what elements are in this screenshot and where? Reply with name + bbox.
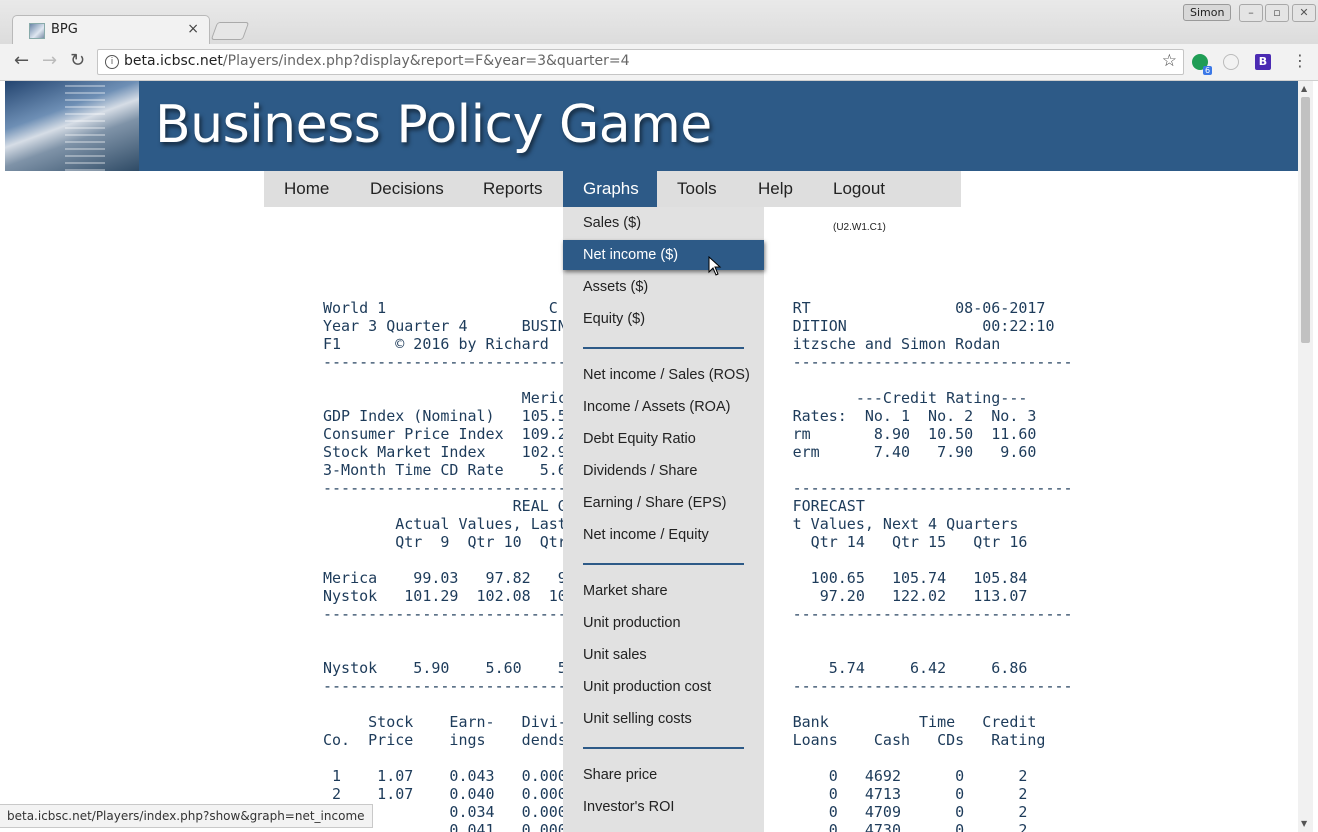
close-tab-icon[interactable]: × xyxy=(187,21,199,37)
site-title: Business Policy Game xyxy=(155,95,712,155)
bookmark-star-icon[interactable]: ☆ xyxy=(1161,51,1177,71)
graphs-menu-item[interactable]: Net income / Sales (ROS) xyxy=(583,367,750,383)
maximize-icon[interactable]: ▫ xyxy=(1265,4,1289,22)
url-path: /Players/index.php?display&report=F&year… xyxy=(222,53,630,69)
page-content: Business Policy Game Home Decisions Repo… xyxy=(5,81,1298,832)
graphs-menu-item[interactable]: Net income / Equity xyxy=(583,527,709,543)
status-bar-url: beta.icbsc.net/Players/index.php?show&gr… xyxy=(0,804,373,828)
menu-separator xyxy=(583,747,744,749)
graphs-menu-item[interactable]: Debt Equity Ratio xyxy=(583,431,696,447)
nav-graphs[interactable]: Graphs xyxy=(563,171,657,207)
menu-separator xyxy=(583,563,744,565)
nav-help[interactable]: Help xyxy=(758,179,793,198)
main-nav: Home Decisions Reports Graphs Tools Help… xyxy=(264,171,961,233)
profile-badge[interactable]: Simon xyxy=(1183,4,1232,21)
forward-icon[interactable]: → xyxy=(42,50,58,71)
extension-help-icon[interactable] xyxy=(1223,54,1239,70)
extension-b-icon[interactable]: B xyxy=(1255,54,1271,70)
browser-toolbar: ← → ↻ i beta.icbsc.net/Players/index.php… xyxy=(0,44,1318,81)
logout-user: (U2.W1.C1) xyxy=(833,222,886,233)
nav-reports[interactable]: Reports xyxy=(483,179,543,198)
new-tab-button[interactable] xyxy=(210,22,250,40)
graphs-menu-item[interactable]: Dividends / Share xyxy=(583,463,698,479)
scroll-thumb[interactable] xyxy=(1301,97,1310,343)
graphs-menu-item[interactable]: Unit production xyxy=(583,615,681,631)
nav-decisions[interactable]: Decisions xyxy=(370,179,444,198)
graphs-menu-item[interactable]: Income / Assets (ROA) xyxy=(583,399,731,415)
page-scrollbar[interactable]: ▲ ▼ xyxy=(1298,81,1313,832)
graphs-menu-item[interactable]: Market share xyxy=(583,583,668,599)
graphs-menu-item[interactable]: Net income ($) xyxy=(563,240,764,270)
browser-titlebar: BPG × Simon – ▫ ✕ xyxy=(0,0,1318,45)
forecast-report: World 1 C RT 08-06-2017 Year 3 Quarter 4… xyxy=(323,299,1073,832)
minimize-icon[interactable]: – xyxy=(1239,4,1263,22)
nav-home[interactable]: Home xyxy=(284,179,330,198)
graphs-menu-item[interactable]: Unit sales xyxy=(583,647,647,663)
mouse-pointer-icon xyxy=(708,256,722,276)
building-photo xyxy=(5,81,139,171)
menu-separator xyxy=(583,347,744,349)
menu-kebab-icon[interactable]: ⋮ xyxy=(1292,51,1308,70)
reload-icon[interactable]: ↻ xyxy=(70,50,86,71)
graphs-menu-item[interactable]: Unit production cost xyxy=(583,679,712,695)
graphs-menu-item[interactable]: Share price xyxy=(583,767,658,783)
graphs-menu-item[interactable]: Equity ($) xyxy=(583,311,646,327)
url-text: beta.icbsc.net/Players/index.php?display… xyxy=(124,53,630,69)
extension-count-badge: 6 xyxy=(1203,66,1213,75)
site-banner: Business Policy Game xyxy=(5,81,1298,171)
scroll-down-icon[interactable]: ▼ xyxy=(1301,819,1308,828)
graphs-menu-item[interactable]: Earning / Share (EPS) xyxy=(583,495,727,511)
tab-title: BPG xyxy=(51,22,78,37)
scroll-up-icon[interactable]: ▲ xyxy=(1301,84,1308,93)
info-icon[interactable]: i xyxy=(105,55,119,69)
site-favicon-icon xyxy=(29,23,45,39)
url-host: beta.icbsc.net xyxy=(124,53,223,69)
logout-label: Logout xyxy=(833,179,885,198)
address-bar[interactable]: i beta.icbsc.net/Players/index.php?displ… xyxy=(97,49,1184,75)
graphs-menu-item[interactable]: Investor's ROI xyxy=(583,799,675,815)
graphs-menu-item[interactable]: Assets ($) xyxy=(583,279,649,295)
nav-tools[interactable]: Tools xyxy=(677,179,717,198)
graphs-menu-item[interactable]: Unit selling costs xyxy=(583,711,692,727)
graphs-dropdown: Sales ($) Net income ($) Assets ($) Equity … xyxy=(563,207,764,832)
browser-tab[interactable]: BPG × xyxy=(12,15,210,45)
graphs-menu-item[interactable]: Sales ($) xyxy=(583,215,642,231)
back-icon[interactable]: ← xyxy=(14,50,30,71)
close-window-icon[interactable]: ✕ xyxy=(1292,4,1316,22)
nav-logout[interactable]: Logout (U2.W1.C1) xyxy=(813,171,961,233)
